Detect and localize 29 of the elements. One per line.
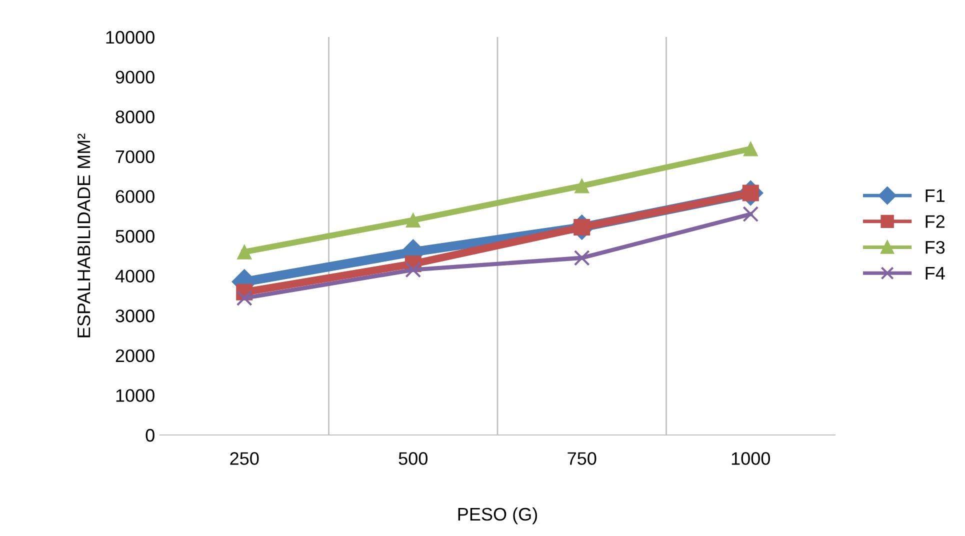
y-tick-label: 10000 bbox=[106, 30, 154, 44]
point bbox=[574, 250, 590, 266]
legend-label: F4 bbox=[926, 267, 945, 280]
point bbox=[742, 206, 759, 222]
x-tick-label: 1000 bbox=[732, 452, 770, 465]
y-tick-label: 6000 bbox=[116, 190, 154, 203]
y-axis-title: ESPALHABILIDADE MM² bbox=[77, 134, 90, 338]
point bbox=[236, 244, 252, 260]
y-tick-label: 5000 bbox=[116, 230, 154, 243]
x-tick-label: 750 bbox=[568, 452, 596, 465]
point bbox=[406, 212, 421, 228]
point bbox=[236, 290, 252, 306]
y-tick-label: 3000 bbox=[116, 310, 154, 322]
legend-label: F2 bbox=[926, 215, 944, 228]
y-tick-label: 9000 bbox=[116, 70, 154, 84]
y-tick-label: 4000 bbox=[115, 270, 154, 283]
legend-label: F1 bbox=[926, 189, 945, 202]
legend-label: F3 bbox=[926, 240, 945, 254]
point bbox=[405, 262, 422, 278]
x-tick-label: 500 bbox=[398, 452, 428, 465]
y-tick-label: 0 bbox=[146, 428, 154, 442]
y-tick-label: 8000 bbox=[116, 110, 154, 124]
y-tick-label: 1000 bbox=[116, 389, 154, 402]
x-tick-label: 250 bbox=[230, 452, 259, 465]
y-tick-label: 2000 bbox=[116, 349, 154, 362]
y-tick-label: 7000 bbox=[116, 150, 154, 164]
point bbox=[574, 178, 590, 194]
point bbox=[743, 141, 758, 156]
x-axis-title: PESO (G) bbox=[458, 507, 538, 524]
